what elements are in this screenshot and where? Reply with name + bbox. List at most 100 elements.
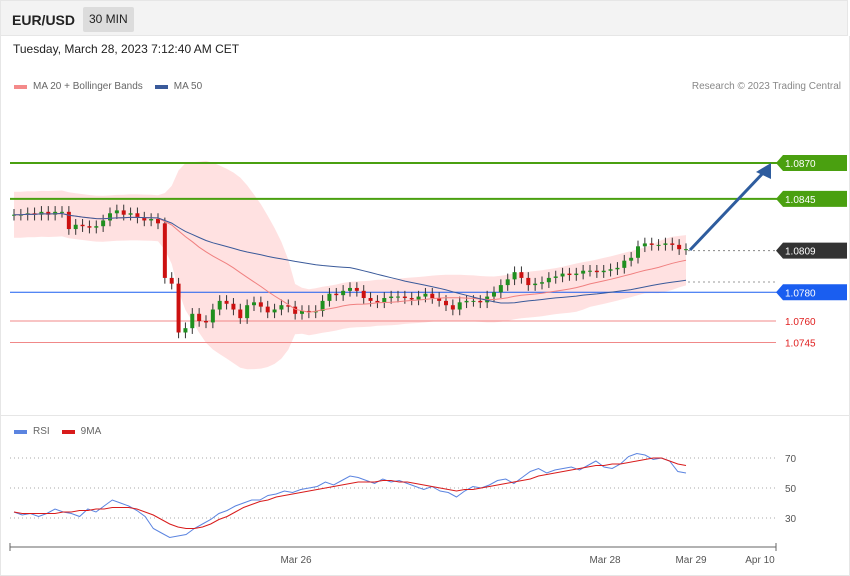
timeframe-badge[interactable]: 30 MIN [83, 7, 134, 32]
candle-body [375, 300, 380, 303]
candle-body [457, 302, 462, 310]
candle-body [642, 243, 647, 247]
candle-body [533, 283, 538, 286]
level-tag-1.0780 [776, 284, 847, 301]
candle-body [128, 213, 133, 215]
panel-divider [0, 415, 850, 416]
x-tick-label: Mar 26 [280, 555, 312, 566]
candle-body [505, 279, 510, 286]
candle-body [210, 309, 215, 323]
candle-body [615, 267, 620, 270]
rsi-legend: RSI 9MA [14, 426, 101, 437]
target-arrow-head [756, 163, 771, 179]
candle-body [601, 270, 606, 273]
candle-body [279, 305, 284, 310]
candle-body [265, 306, 270, 313]
candle-body [293, 306, 298, 314]
rsi-level-label: 30 [785, 514, 797, 525]
candle-body [416, 296, 421, 300]
x-tick-label: Mar 28 [589, 555, 621, 566]
candle-body [114, 210, 119, 214]
candle-body [546, 277, 551, 283]
level-label-1.0780: 1.0780 [785, 288, 816, 299]
rsi-level-label: 50 [785, 484, 797, 495]
candle-body [46, 211, 51, 215]
candle-body [382, 298, 387, 303]
candle-body [553, 276, 558, 278]
level-label-1.0760: 1.0760 [785, 317, 816, 328]
bollinger-band-area [14, 160, 686, 370]
candle-body [327, 293, 332, 301]
datetime-label: Tuesday, March 28, 2023 7:12:40 AM CET [13, 42, 240, 56]
level-label-1.0809: 1.0809 [785, 247, 816, 258]
candle-body [135, 213, 140, 218]
candle-body [492, 292, 496, 297]
symbol-label: EUR/USD [12, 12, 76, 28]
candle-body [402, 296, 407, 299]
candle-body [540, 282, 544, 284]
ma9-legend-label: 9MA [80, 426, 102, 437]
rsi-ma9-line [13, 457, 687, 529]
candle-body [677, 244, 682, 250]
candle-body [12, 214, 16, 216]
candle-body [684, 249, 688, 251]
level-tag-1.0809 [776, 242, 847, 259]
candle-body [649, 243, 654, 245]
ma50-swatch-icon [154, 84, 168, 89]
candle-body [519, 272, 524, 278]
target-arrow-shaft [688, 170, 766, 252]
candle-body [409, 298, 414, 300]
candle-body [656, 244, 661, 246]
candle-body [286, 305, 291, 307]
candle-body [231, 303, 236, 310]
candle-body [594, 270, 599, 273]
candle-body [423, 293, 428, 297]
level-tag-1.0870 [776, 155, 847, 171]
candle-body [320, 300, 325, 311]
candle-body [498, 285, 503, 293]
rsi-legend-label: RSI [33, 426, 50, 437]
ma9-swatch-icon [61, 429, 75, 434]
candle-body [224, 300, 229, 304]
candle-body [183, 328, 188, 333]
candle-body [608, 269, 613, 271]
candle-body [94, 226, 99, 228]
candle-body [464, 300, 469, 303]
candle-body [245, 305, 250, 319]
candle-body [101, 220, 106, 227]
candle-body [396, 296, 400, 298]
candle-body [670, 243, 675, 245]
candle-body [66, 211, 71, 230]
candle-body [437, 298, 442, 301]
candle-body [471, 300, 476, 302]
level-label-1.0870: 1.0870 [785, 159, 816, 170]
candle-body [18, 214, 23, 216]
candle-body [169, 277, 174, 284]
candle-body [636, 246, 640, 258]
candle-body [588, 270, 592, 272]
rsi-line [13, 452, 687, 539]
candle-body [478, 300, 483, 303]
ma50-legend-label: MA 50 [173, 81, 203, 92]
candle-body [87, 226, 92, 228]
candle-body [306, 310, 311, 313]
candle-body [512, 272, 517, 280]
candle-body [190, 313, 195, 329]
price-legend: MA 20 + Bollinger Bands MA 50 [14, 81, 202, 92]
level-tag-1.0845 [776, 190, 847, 207]
candle-body [300, 310, 304, 314]
level-label-1.0745: 1.0745 [785, 339, 816, 350]
candle-body [197, 313, 202, 321]
level-label-1.0845: 1.0845 [785, 195, 816, 206]
candle-body [60, 211, 64, 213]
candle-body [348, 287, 352, 291]
candle-body [238, 309, 243, 319]
candle-body [176, 283, 181, 333]
candle-body [252, 302, 256, 306]
candle-body [204, 321, 208, 323]
candle-body [258, 302, 263, 307]
candle-body [622, 260, 627, 268]
candle-body [156, 219, 160, 224]
candle-body [361, 290, 366, 299]
